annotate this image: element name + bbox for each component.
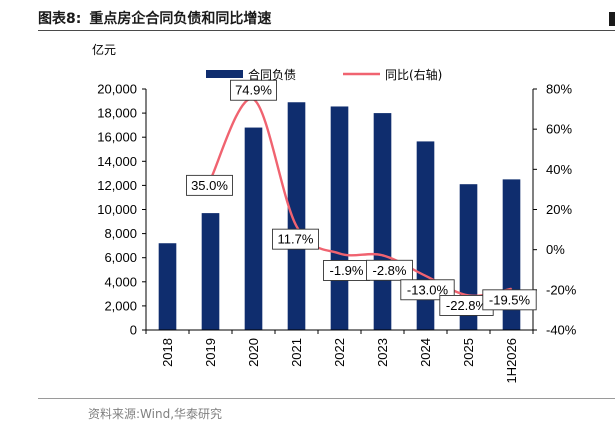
left-tick-label: 20,000 [97, 82, 137, 97]
x-tick-label: 1H2026 [504, 338, 519, 384]
x-tick-label: 2020 [246, 338, 261, 367]
data-label-box [400, 279, 455, 301]
data-label-2024: -13.0% [407, 282, 449, 297]
line-point-2024 [424, 275, 427, 277]
line-point-2023 [381, 254, 384, 256]
right-tick-label: 20% [546, 202, 572, 217]
source-note: 资料来源:Wind,华泰研究 [88, 407, 223, 421]
axes: 0 2,000 4,000 6,000 8,000 10,000 12,000 14,000 1… [97, 82, 577, 384]
left-tick-label: 16,000 [97, 130, 137, 145]
x-tick-label: 2019 [203, 338, 218, 367]
left-tick-label: 0 [130, 323, 137, 338]
right-tick-label: 60% [546, 122, 572, 137]
bar-2018 [158, 243, 177, 330]
left-tick-label: 4,000 [104, 274, 137, 289]
left-tick-label: 12,000 [97, 178, 137, 193]
bar-2019 [201, 213, 220, 330]
bar-2023 [373, 113, 392, 330]
line-point-2021 [295, 225, 298, 227]
figure-label: 图表8: [38, 11, 82, 27]
data-label-1H2026: -19.5% [489, 292, 531, 307]
data-label-box [186, 174, 233, 196]
data-label-box [482, 289, 537, 311]
data-label-box [272, 228, 319, 250]
x-tick-label: 2021 [289, 338, 304, 367]
left-axis-unit: 亿元 [92, 42, 116, 57]
legend: 合同负债 同比(右轴) [206, 67, 442, 82]
left-tick-label: 14,000 [97, 154, 137, 169]
bar-2020 [244, 127, 263, 330]
data-label-2019: 35.0% [191, 178, 228, 193]
data-label-2023: -2.8% [373, 263, 407, 278]
left-tick-label: 8,000 [104, 226, 137, 241]
left-tick-label: 2,000 [104, 298, 137, 313]
left-tick-label: 18,000 [97, 106, 137, 121]
data-label-2021: 11.7% [278, 232, 314, 247]
figure-title: 图表8: 重点房企合同负债和同比增速 [38, 8, 271, 28]
legend-label-bars: 合同负债 [248, 67, 296, 82]
legend-label-line: 同比(右轴) [385, 67, 442, 82]
right-tick-label: 0% [546, 242, 565, 257]
data-label-box [230, 79, 277, 101]
x-tick-label: 2018 [160, 338, 175, 367]
edge-mark [609, 12, 615, 26]
line-point-1H2026 [510, 288, 513, 290]
x-tick-label: 2022 [332, 338, 347, 367]
data-label-box [366, 259, 413, 281]
source-divider [38, 398, 615, 399]
title-divider [38, 30, 615, 31]
left-tick-label: 6,000 [104, 250, 137, 265]
chart-title: 重点房企合同负债和同比增速 [89, 11, 272, 27]
data-labels: 35.0% 74.9% 11.7% -1.9% -2.8%-13.0%-22.8% -19… [186, 79, 537, 316]
data-label-2022: -1.9% [330, 263, 364, 278]
right-tick-label: -20% [546, 282, 577, 297]
legend-swatch-bars [206, 70, 243, 78]
line-point-2022 [338, 252, 341, 255]
x-tick-label: 2024 [418, 338, 433, 367]
x-tick-label: 2025 [461, 338, 476, 367]
right-tick-label: 80% [546, 82, 572, 97]
left-tick-label: 10,000 [97, 202, 137, 217]
data-label-2025: -22.8% [446, 298, 488, 313]
right-tick-label: -40% [546, 323, 577, 338]
x-tick-label: 2023 [375, 338, 390, 367]
bar-2024 [416, 141, 435, 330]
bar-2021 [287, 102, 306, 330]
bar-2022 [330, 106, 349, 330]
data-label-2020: 74.9% [235, 83, 272, 98]
right-tick-label: 40% [546, 162, 572, 177]
